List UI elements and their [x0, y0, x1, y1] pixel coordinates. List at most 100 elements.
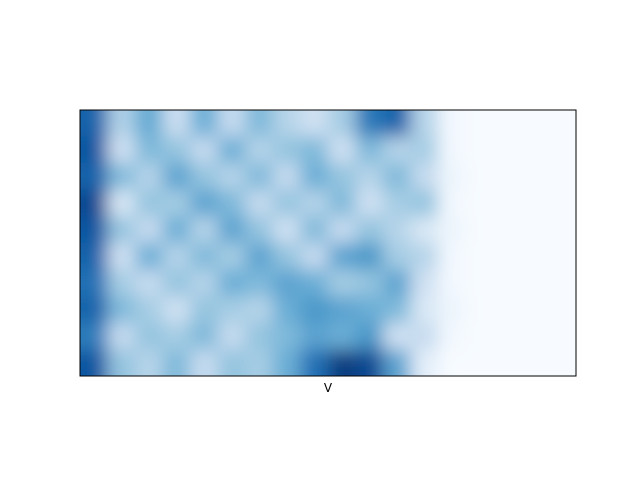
heatmap-cell — [410, 136, 439, 164]
heatmap-cell — [300, 243, 329, 271]
heatmap-cell — [217, 322, 246, 350]
heatmap-cell — [493, 163, 522, 191]
heatmap-cell — [217, 136, 246, 164]
heatmap-cell — [217, 216, 246, 244]
heatmap-cell — [190, 163, 219, 191]
heatmap-cell — [217, 163, 246, 191]
heatmap-cell — [328, 322, 357, 350]
heatmap-cell — [493, 243, 522, 271]
heatmap-cell — [493, 110, 522, 138]
heatmap-cell — [438, 110, 467, 138]
heatmap-cell — [135, 189, 164, 217]
heatmap-cell — [190, 110, 219, 138]
heatmap-cell — [328, 189, 357, 217]
heatmap-cell — [383, 163, 412, 191]
heatmap-cell — [383, 322, 412, 350]
heatmap-cell — [355, 163, 384, 191]
heatmap-cell — [300, 189, 329, 217]
heatmap-cell — [217, 269, 246, 297]
heatmap-cell — [272, 296, 302, 324]
heatmap-cell — [272, 136, 302, 164]
heatmap-cell — [355, 322, 384, 350]
x-axis-label: V — [324, 381, 333, 395]
heatmap-cell — [328, 243, 357, 271]
heatmap-cell — [438, 349, 467, 376]
heatmap-cell — [245, 243, 274, 271]
heatmap-cell — [355, 349, 384, 376]
heatmap-cell — [80, 322, 109, 350]
heatmap-cell — [272, 216, 302, 244]
heatmap-cell — [272, 269, 302, 297]
heatmap-cell — [383, 243, 412, 271]
heatmap-cell — [493, 189, 522, 217]
heatmap-cell — [355, 136, 384, 164]
heatmap-cell — [410, 189, 439, 217]
heatmap-cell — [520, 216, 550, 244]
heatmap-cell — [410, 163, 439, 191]
heatmap-cell — [548, 163, 576, 191]
heatmap-cell — [328, 269, 357, 297]
heatmap-cell — [300, 163, 329, 191]
heatmap-cell — [493, 322, 522, 350]
heatmap-cell — [80, 296, 109, 324]
heatmap-cell — [162, 349, 191, 376]
heatmap-cell — [245, 269, 274, 297]
heatmap-cell — [520, 163, 550, 191]
heatmap-cell — [355, 243, 384, 271]
heatmap-cell — [217, 349, 246, 376]
heatmap-cell — [162, 322, 191, 350]
heatmap-cell — [80, 349, 109, 376]
heatmap-cell — [245, 163, 274, 191]
heatmap-cell — [410, 216, 439, 244]
heatmap-cell — [245, 296, 274, 324]
heatmap-cell — [548, 216, 576, 244]
heatmap-cell — [410, 110, 439, 138]
heatmap-cell — [190, 269, 219, 297]
heatmap-cell — [383, 349, 412, 376]
heatmap-cell — [135, 269, 164, 297]
heatmap-cell — [300, 349, 329, 376]
heatmap-cell — [300, 110, 329, 138]
heatmap-cell — [493, 216, 522, 244]
heatmap-cell — [135, 243, 164, 271]
heatmap-cell — [190, 189, 219, 217]
heatmap-cell — [300, 216, 329, 244]
heatmap-cell — [520, 349, 550, 376]
heatmap-cell — [135, 163, 164, 191]
heatmap-cell — [80, 136, 109, 164]
heatmap-cell — [548, 136, 576, 164]
heatmap-cell — [300, 136, 329, 164]
heatmap-cell — [217, 296, 246, 324]
plot-frame — [79, 109, 577, 377]
heatmap-cell — [328, 110, 357, 138]
heatmap-cell — [548, 322, 576, 350]
heatmap-cell — [383, 269, 412, 297]
heatmap-cell — [328, 349, 357, 376]
heatmap-cell — [520, 189, 550, 217]
heatmap-cell — [548, 349, 576, 376]
heatmap-cell — [493, 136, 522, 164]
heatmap-cell — [548, 269, 576, 297]
heatmap-cell — [300, 322, 329, 350]
heatmap-cell — [465, 243, 494, 271]
heatmap-cell — [355, 296, 384, 324]
heatmap-cell — [272, 243, 302, 271]
heatmap-cell — [107, 322, 136, 350]
heatmap-cell — [217, 243, 246, 271]
heatmap-cell — [383, 216, 412, 244]
heatmap-cell — [438, 189, 467, 217]
heatmap-cell — [217, 110, 246, 138]
heatmap-cell — [328, 296, 357, 324]
heatmap-cell — [300, 296, 329, 324]
heatmap-cell — [300, 269, 329, 297]
heatmap-cell — [410, 296, 439, 324]
heatmap-cell — [107, 296, 136, 324]
heatmap-cell — [383, 136, 412, 164]
heatmap-cell — [245, 322, 274, 350]
heatmap-cell — [410, 269, 439, 297]
heatmap-cell — [383, 110, 412, 138]
heatmap-cell — [80, 216, 109, 244]
heatmap-cell — [355, 110, 384, 138]
heatmap-cell — [328, 163, 357, 191]
